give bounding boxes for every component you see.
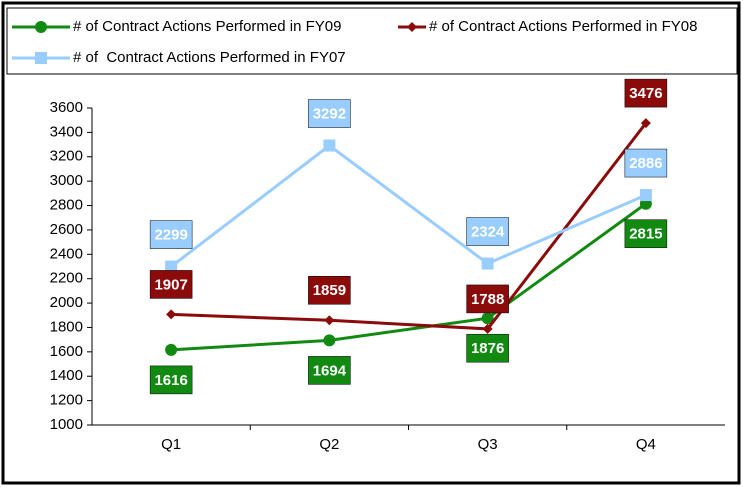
data-label: 2299 [154, 227, 187, 244]
series [166, 118, 651, 334]
data-label-box [308, 276, 351, 305]
marker [165, 343, 178, 356]
x-tick-label: Q3 [478, 436, 498, 453]
y-tick-label: 2400 [50, 245, 83, 262]
legend-box [6, 7, 738, 75]
data-label: 1907 [154, 276, 187, 293]
data-label-box [149, 220, 193, 249]
marker [165, 260, 178, 273]
legend-label: # of Contract Actions Performed in FY09 [73, 18, 341, 35]
series-line [171, 202, 647, 352]
data-label-box [624, 148, 668, 178]
legend-label: # of Contract Actions Performed in FY08 [429, 18, 697, 35]
y-tick-label: 3400 [50, 123, 83, 140]
y-tick-label: 2800 [50, 197, 83, 214]
marker [481, 257, 494, 270]
y-tick-label: 1600 [50, 343, 83, 360]
series [165, 197, 652, 356]
legend-label: # of Contract Actions Performed in FY07 [73, 49, 346, 66]
y-tick-label: 1000 [50, 416, 83, 433]
y-tick-label: 3600 [50, 99, 83, 116]
y-tick-label: 1400 [50, 367, 83, 384]
y-tick-label: 3200 [50, 148, 83, 165]
y-tick-label: 2200 [50, 270, 83, 287]
data-label: 1876 [471, 340, 504, 357]
data-label: 1616 [154, 372, 187, 389]
series-line [171, 122, 648, 331]
series [165, 139, 652, 273]
data-label: 2886 [629, 155, 662, 172]
data-label: 1859 [313, 282, 346, 299]
y-tick-label: 3000 [50, 172, 83, 189]
data-label-box [466, 217, 509, 246]
data-label-box [308, 99, 351, 128]
marker [640, 118, 651, 129]
marker [323, 139, 336, 152]
data-label-box [466, 333, 509, 363]
data-label-box [149, 365, 193, 395]
y-tick-label: 1200 [50, 392, 83, 409]
marker [166, 309, 177, 320]
data-label-box [466, 284, 509, 314]
x-tick-label: Q2 [319, 436, 339, 453]
x-tick-label: Q1 [161, 436, 181, 453]
data-label-box [149, 270, 193, 299]
y-tick-label: 2600 [50, 221, 83, 238]
marker [35, 52, 47, 64]
y-tick-label: 2000 [50, 294, 83, 311]
marker [323, 334, 336, 347]
marker [482, 323, 493, 334]
data-label-box [308, 356, 351, 385]
x-tick-label: Q4 [636, 436, 656, 453]
data-label: 2324 [471, 224, 505, 241]
data-label-box [624, 219, 668, 248]
marker [407, 22, 417, 32]
series-line [170, 143, 647, 268]
data-label: 1694 [313, 362, 347, 379]
marker [639, 189, 652, 202]
data-label-box [624, 78, 668, 108]
data-label: 1788 [471, 291, 504, 308]
marker [481, 312, 494, 325]
marker [324, 315, 335, 326]
marker [35, 21, 47, 33]
y-tick-label: 1800 [50, 318, 83, 335]
data-label: 2815 [629, 226, 662, 243]
data-label: 3476 [629, 85, 662, 102]
data-label: 3292 [313, 106, 346, 123]
